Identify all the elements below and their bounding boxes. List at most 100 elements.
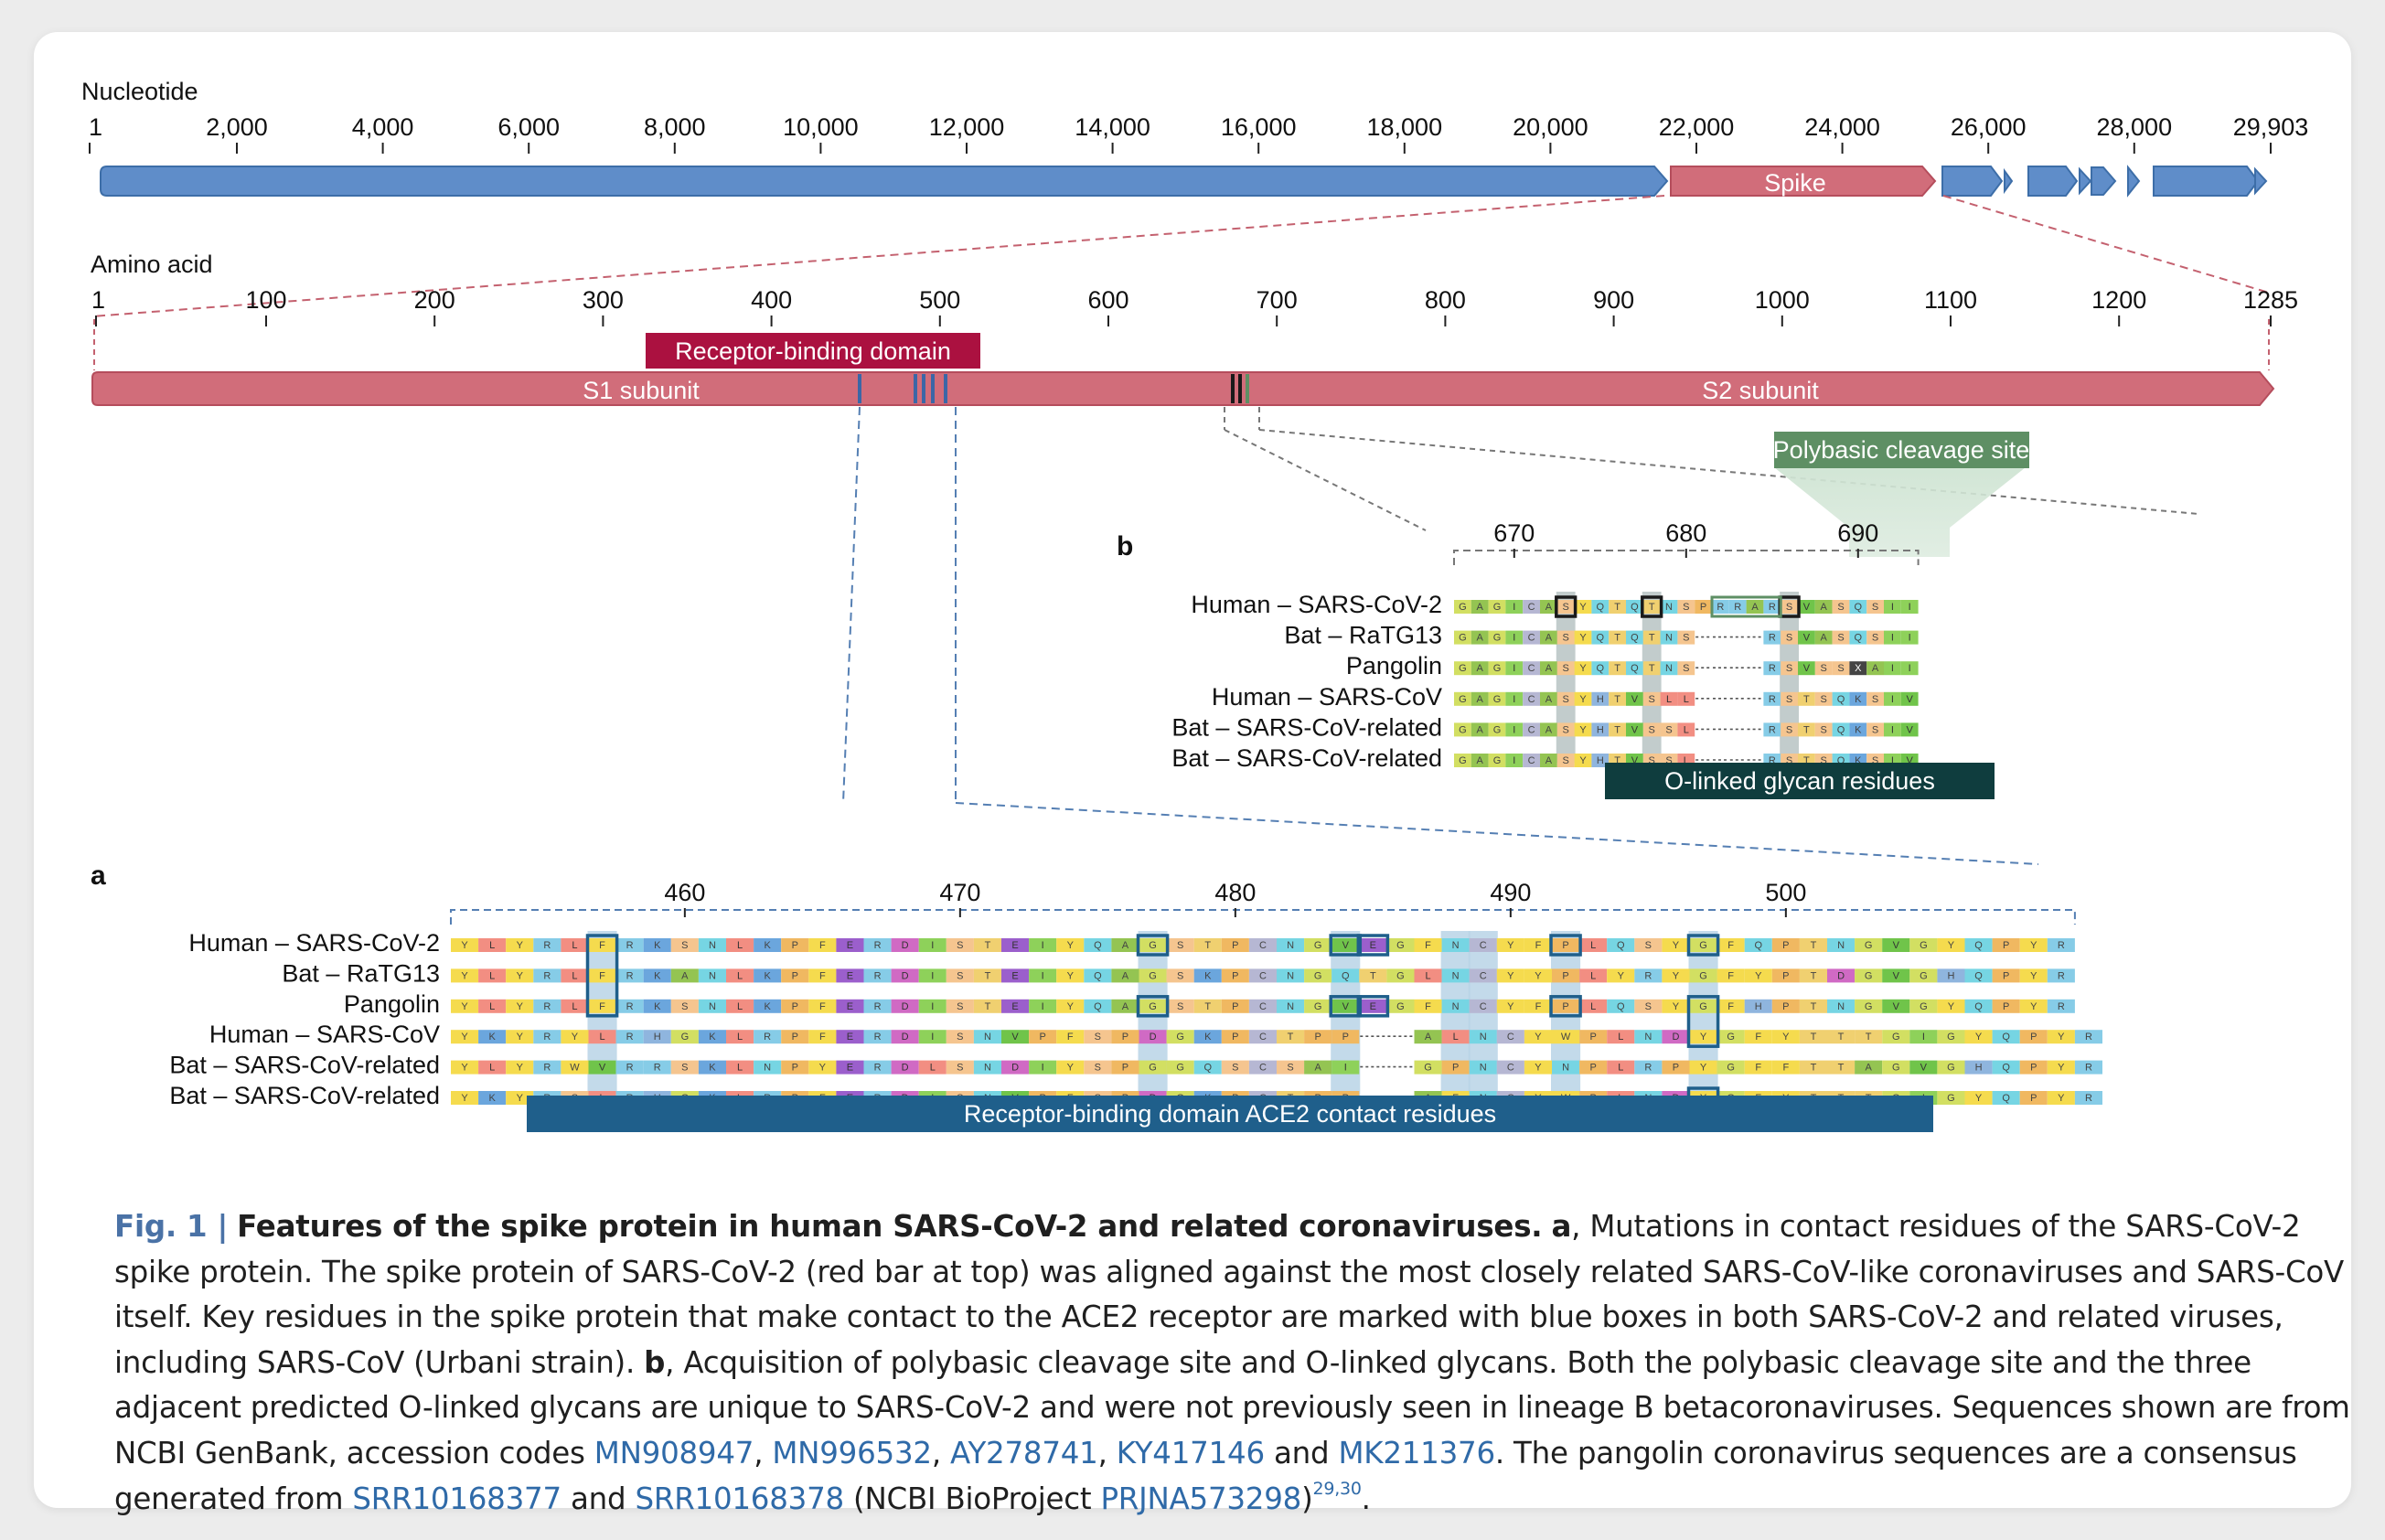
- residue-letter: N: [709, 1001, 716, 1012]
- accession-link-mk211376[interactable]: MK211376: [1338, 1435, 1495, 1470]
- residue-letter: N: [1287, 940, 1294, 951]
- residue-letter: L: [489, 1063, 495, 1074]
- residue-cell: [754, 1060, 782, 1075]
- residue-letter: S: [1837, 602, 1844, 613]
- residue-cell: [1496, 999, 1524, 1013]
- residue-cell: [1332, 1030, 1360, 1044]
- accession-link-mn996532[interactable]: MN996532: [772, 1435, 932, 1470]
- residue-cell: [2047, 1091, 2075, 1105]
- residue-letter: N: [1480, 1063, 1487, 1074]
- sra-link-srr10168377[interactable]: SRR10168377: [352, 1481, 561, 1516]
- accession-link-ky417146[interactable]: KY417146: [1116, 1435, 1265, 1470]
- residue-letter: Y: [2030, 1001, 2037, 1012]
- residue-cell: [1111, 1060, 1139, 1075]
- residue-cell: [1540, 661, 1557, 676]
- residue-cell: [1454, 754, 1471, 767]
- residue-letter: K: [764, 940, 771, 951]
- species-label: Bat – SARS-CoV-related: [1171, 744, 1442, 772]
- residue-cell: [1591, 661, 1610, 676]
- amino-acid-tick-label: 1: [91, 286, 105, 314]
- residue-letter: Y: [517, 1063, 524, 1074]
- residue-cell: [1001, 999, 1030, 1013]
- residue-letter: A: [1477, 633, 1484, 644]
- reference-superscript[interactable]: 29,30: [1312, 1478, 1362, 1499]
- residue-letter: Y: [1673, 1001, 1680, 1012]
- residue-letter: C: [1259, 1001, 1267, 1012]
- residue-cell: [1574, 661, 1592, 676]
- residue-letter: N: [1452, 970, 1460, 981]
- residue-cell: [1084, 1030, 1112, 1044]
- residue-cell: [1574, 600, 1592, 614]
- orf1ab-gene-arrow: [100, 166, 1669, 197]
- bioproject-link-prjna573298[interactable]: PRJNA573298: [1100, 1481, 1302, 1516]
- amino-acid-tick-label: 400: [751, 286, 792, 314]
- residue-cell: [1029, 1030, 1057, 1044]
- residue-letter: N: [709, 940, 716, 951]
- residue-cell: [588, 999, 616, 1013]
- residue-letter: Y: [1948, 1001, 1955, 1012]
- residue-letter: L: [1684, 724, 1689, 735]
- cleavage-zoom-line-left: [1224, 429, 1427, 531]
- residue-letter: Y: [2030, 940, 2037, 951]
- residue-cell: [1827, 1030, 1856, 1044]
- residue-letter: Q: [1974, 940, 1983, 951]
- residue-letter: I: [1513, 724, 1515, 735]
- residue-letter: G: [1865, 940, 1873, 951]
- residue-letter: R: [626, 1063, 634, 1074]
- accession-link-mn908947[interactable]: MN908947: [594, 1435, 754, 1470]
- residue-letter: A: [1477, 755, 1484, 766]
- residue-letter: R: [2085, 1063, 2092, 1074]
- accession-link-ay278741[interactable]: AY278741: [949, 1435, 1098, 1470]
- amino-acid-tick-label: 700: [1257, 286, 1298, 314]
- residue-cell: [1832, 600, 1850, 614]
- residue-letter: Y: [1507, 970, 1514, 981]
- residue-letter: T: [1614, 724, 1620, 735]
- panel-a-letter: a: [91, 861, 106, 891]
- residue-letter: Y: [1067, 1001, 1075, 1012]
- sra-link-srr10168378[interactable]: SRR10168378: [635, 1481, 844, 1516]
- residue-letter: T: [1811, 1032, 1817, 1043]
- residue-cell: [1193, 1030, 1222, 1044]
- residue-letter: L: [737, 970, 743, 981]
- species-label: Bat – SARS-CoV-related: [169, 1052, 440, 1079]
- amino-acid-tick-label: 1100: [1924, 286, 1977, 314]
- residue-letter: Y: [1618, 970, 1625, 981]
- residue-letter: V: [1631, 694, 1639, 705]
- residue-cell: [1111, 938, 1139, 952]
- residue-cell: [588, 1030, 616, 1044]
- glycan-bar: [1605, 763, 1995, 799]
- residue-letter: I: [1909, 633, 1911, 644]
- contact-residue-box: [585, 934, 619, 1018]
- residue-letter: F: [819, 1032, 826, 1043]
- residue-letter: C: [1528, 724, 1535, 735]
- residue-letter: L: [599, 1032, 604, 1043]
- residue-letter: A: [1477, 663, 1484, 674]
- residue-letter: E: [847, 1032, 853, 1043]
- residue-letter: R: [1734, 602, 1741, 613]
- residue-cell: [1677, 600, 1695, 614]
- residue-letter: S: [1872, 633, 1878, 644]
- nucleotide-tick-label: 20,000: [1513, 113, 1588, 141]
- residue-letter: E: [847, 970, 853, 981]
- nucleotide-tick-label: 8,000: [644, 113, 706, 141]
- residue-cell: [1662, 938, 1690, 952]
- residue-cell: [1193, 999, 1222, 1013]
- alignment-tick-label: 460: [664, 879, 705, 906]
- residue-cell: [946, 999, 974, 1013]
- residue-cell: [1139, 1060, 1167, 1075]
- residue-letter: G: [1699, 1001, 1707, 1012]
- residue-cell: [781, 1060, 809, 1075]
- residue-cell: [1359, 999, 1387, 1013]
- residue-cell: [808, 968, 837, 983]
- residue-letter: Y: [1067, 970, 1075, 981]
- residue-cell: [1029, 938, 1057, 952]
- alignment-bracket: [1453, 550, 1920, 565]
- residue-letter: Y: [2058, 1063, 2065, 1074]
- residue-letter: R: [2085, 1032, 2092, 1043]
- residue-cell: [1579, 938, 1608, 952]
- residue-letter: F: [1535, 940, 1542, 951]
- residue-cell: [1798, 722, 1815, 737]
- residue-cell: [836, 938, 864, 952]
- residue-cell: [1799, 1060, 1827, 1075]
- residue-cell: [615, 1060, 644, 1075]
